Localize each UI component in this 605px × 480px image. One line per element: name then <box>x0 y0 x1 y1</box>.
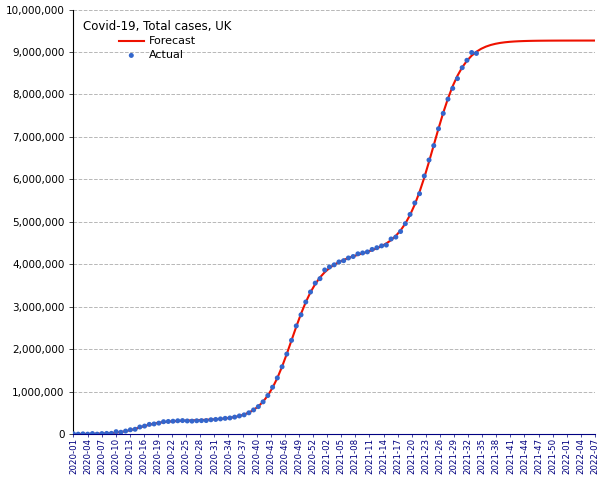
Actual <box>382 241 391 249</box>
Actual <box>78 430 88 438</box>
Actual <box>386 235 396 243</box>
Actual <box>414 190 424 198</box>
Actual <box>320 266 330 274</box>
Actual <box>83 430 93 438</box>
Actual <box>211 416 220 423</box>
Actual <box>97 430 106 437</box>
Actual <box>140 422 149 430</box>
Forecast <box>591 37 598 43</box>
Actual <box>296 311 306 319</box>
Actual <box>206 416 216 424</box>
Actual <box>339 257 348 264</box>
Actual <box>201 417 211 424</box>
Actual <box>220 415 230 422</box>
Forecast <box>188 418 195 423</box>
Forecast <box>70 431 77 437</box>
Actual <box>272 374 282 382</box>
Actual <box>348 252 358 260</box>
Actual <box>292 322 301 330</box>
Actual <box>244 409 253 417</box>
Actual <box>429 142 439 149</box>
Actual <box>68 430 78 438</box>
Forecast <box>572 38 580 44</box>
Actual <box>225 414 235 422</box>
Actual <box>334 258 344 266</box>
Actual <box>372 244 382 252</box>
Actual <box>159 418 168 426</box>
Actual <box>277 363 287 371</box>
Actual <box>401 220 410 228</box>
Actual <box>377 242 387 250</box>
Actual <box>434 125 443 132</box>
Actual <box>182 417 192 425</box>
Actual <box>310 279 320 287</box>
Actual <box>443 96 453 103</box>
Actual <box>439 109 448 117</box>
Actual <box>471 49 481 57</box>
Actual <box>121 427 131 435</box>
Actual <box>130 425 140 433</box>
Actual <box>192 417 201 425</box>
Actual <box>457 64 467 72</box>
Actual <box>329 261 339 269</box>
Actual <box>453 75 462 83</box>
Actual <box>367 246 377 253</box>
Actual <box>73 430 83 438</box>
Actual <box>419 172 429 180</box>
Actual <box>301 298 310 306</box>
Forecast <box>203 417 210 423</box>
Actual <box>163 418 173 425</box>
Actual <box>135 423 145 431</box>
Actual <box>282 350 292 358</box>
Actual <box>405 211 415 218</box>
Actual <box>253 403 263 410</box>
Actual <box>258 398 268 406</box>
Actual <box>263 392 273 399</box>
Actual <box>154 420 163 427</box>
Actual <box>102 430 111 437</box>
Actual <box>424 156 434 164</box>
Actual <box>116 429 126 436</box>
Legend: Forecast, Actual: Forecast, Actual <box>79 15 237 65</box>
Actual <box>173 417 183 425</box>
Actual <box>235 412 244 420</box>
Actual <box>287 336 296 344</box>
Actual <box>125 426 135 433</box>
Forecast <box>264 393 272 398</box>
Actual <box>88 430 97 437</box>
Actual <box>467 48 477 56</box>
Actual <box>230 413 240 421</box>
Forecast <box>373 245 381 251</box>
Actual <box>396 228 405 235</box>
Actual <box>93 430 102 438</box>
Actual <box>462 57 472 64</box>
Actual <box>448 84 457 92</box>
Line: Forecast: Forecast <box>73 40 595 434</box>
Actual <box>111 428 121 435</box>
Actual <box>410 199 420 207</box>
Actual <box>215 415 225 423</box>
Actual <box>353 250 363 258</box>
Actual <box>362 248 372 256</box>
Actual <box>344 254 353 262</box>
Actual <box>149 420 159 428</box>
Actual <box>325 263 335 271</box>
Forecast <box>312 281 319 287</box>
Actual <box>358 249 367 257</box>
Actual <box>145 420 154 428</box>
Actual <box>168 418 178 425</box>
Actual <box>187 417 197 425</box>
Actual <box>306 288 315 296</box>
Actual <box>315 275 325 283</box>
Actual <box>197 417 206 424</box>
Actual <box>240 411 249 419</box>
Actual <box>249 406 258 414</box>
Actual <box>268 384 278 391</box>
Actual <box>178 417 188 424</box>
Actual <box>391 233 401 241</box>
Actual <box>106 430 116 437</box>
